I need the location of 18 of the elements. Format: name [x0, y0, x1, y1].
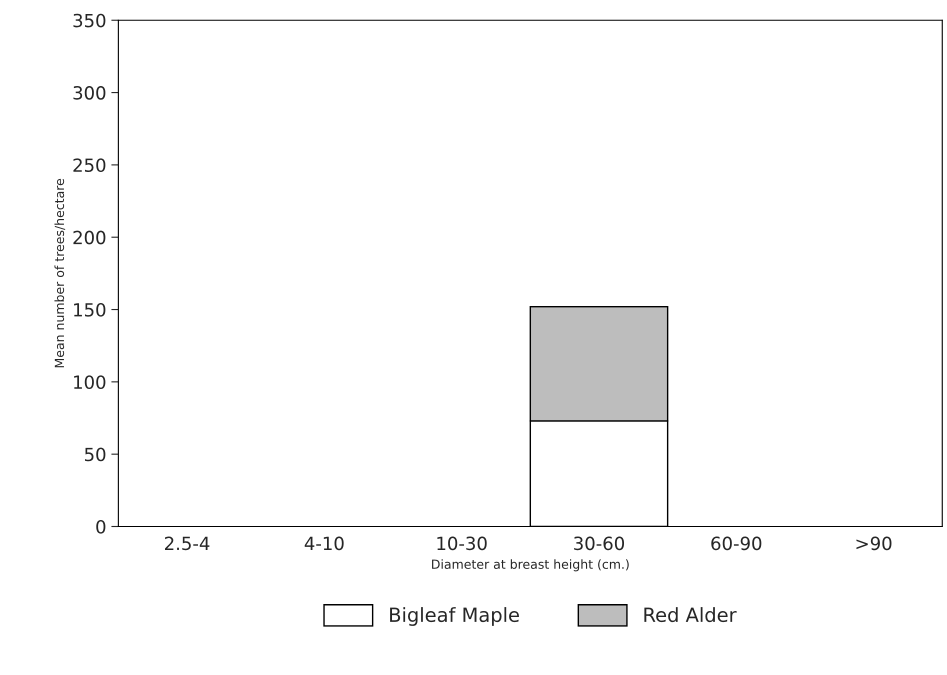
y-tick-label: 100 — [74, 375, 106, 389]
legend-label: Red Alder — [644, 607, 737, 622]
y-tick-label: 300 — [73, 86, 106, 100]
y-tick-label: 350 — [73, 14, 106, 28]
x-tick-label: 10-30 — [437, 536, 487, 550]
x-tick-label: 2.5-4 — [165, 536, 210, 550]
x-tick-label: 30-60 — [574, 536, 624, 550]
y-tick-label: 150 — [74, 302, 106, 317]
y-tick-label: 0 — [96, 520, 106, 534]
legend-label: Bigleaf Maple — [390, 607, 519, 626]
x-tick-label: 4-10 — [304, 536, 344, 550]
y-tick-label: 200 — [73, 230, 106, 244]
x-axis-title: Diameter at breast height (cm.) — [432, 559, 629, 572]
y-axis-title: Mean number of trees/hectare — [54, 178, 66, 368]
x-tick-label: 60-90 — [711, 536, 762, 550]
y-tick-label: 250 — [73, 158, 106, 172]
y-tick-label: 50 — [84, 448, 106, 462]
x-tick-label: >90 — [856, 536, 892, 550]
